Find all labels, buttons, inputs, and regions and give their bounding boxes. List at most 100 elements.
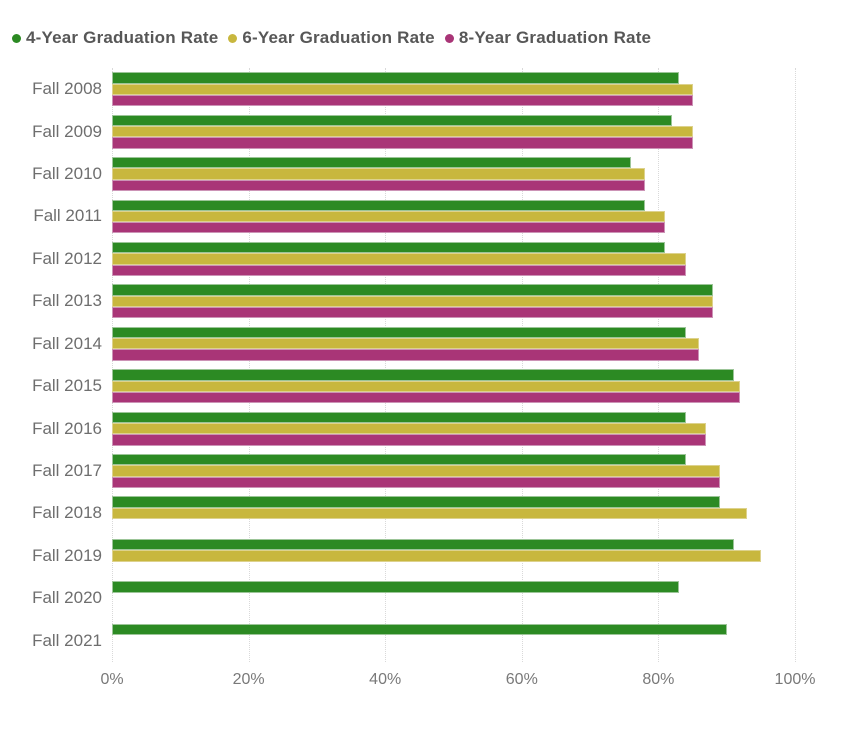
- category-label: Fall 2008: [32, 79, 102, 99]
- bar[interactable]: [112, 210, 666, 223]
- bar-slot: [112, 306, 795, 319]
- legend-item-4-year[interactable]: 4-Year Graduation Rate: [12, 28, 218, 48]
- bar[interactable]: [112, 125, 693, 138]
- bar[interactable]: [112, 434, 707, 446]
- legend-item-8-year[interactable]: 8-Year Graduation Rate: [444, 28, 651, 48]
- bar[interactable]: [112, 338, 700, 350]
- bar-slot: [112, 284, 795, 296]
- category-label: Fall 2021: [32, 630, 102, 650]
- category-label: Fall 2013: [32, 291, 102, 311]
- chart-row: Fall 2021: [0, 619, 852, 661]
- bar[interactable]: [112, 349, 700, 361]
- bar-slot: [112, 179, 795, 191]
- bar[interactable]: [112, 264, 686, 276]
- bar-slot: [112, 454, 795, 466]
- bar-group: [112, 407, 795, 449]
- gridlines: [112, 68, 796, 662]
- bar[interactable]: [112, 241, 666, 254]
- category-label: Fall 2019: [32, 545, 102, 565]
- chart-rows: Fall 2008 Fall 2009 Fall 2010 Fall 2011 Fall…: [0, 68, 852, 662]
- bar[interactable]: [112, 496, 720, 508]
- gridline: [521, 68, 523, 662]
- bar-slot: [112, 349, 795, 361]
- bar-slot: [112, 241, 795, 254]
- chart-row: Fall 2008: [0, 68, 852, 110]
- bar[interactable]: [112, 168, 645, 180]
- bar[interactable]: [112, 369, 734, 381]
- category-label: Fall 2009: [32, 121, 102, 141]
- bar-group: [112, 535, 795, 577]
- chart-row: Fall 2015: [0, 365, 852, 407]
- bar[interactable]: [112, 411, 686, 423]
- bar-slot: [112, 411, 795, 423]
- bar[interactable]: [112, 199, 645, 211]
- bar[interactable]: [112, 391, 741, 404]
- legend-item-6-year[interactable]: 6-Year Graduation Rate: [228, 28, 435, 48]
- bar-slot: [112, 476, 795, 488]
- chart-row: Fall 2017: [0, 450, 852, 492]
- bar[interactable]: [112, 306, 714, 319]
- bar-slot: [112, 391, 795, 404]
- bar[interactable]: [112, 179, 645, 191]
- chart-row: Fall 2019: [0, 535, 852, 577]
- bar[interactable]: [112, 538, 734, 551]
- bar[interactable]: [112, 422, 707, 435]
- bar-slot: [112, 326, 795, 339]
- bar-slot: [112, 253, 795, 265]
- bar-group: [112, 280, 795, 322]
- bar-group: [112, 238, 795, 280]
- bar-slot: [112, 519, 795, 530]
- bar[interactable]: [112, 623, 727, 636]
- gridline: [795, 68, 796, 662]
- bar-slot: [112, 646, 795, 657]
- bar-group: [112, 450, 795, 492]
- bar-slot: [112, 380, 795, 392]
- bar-slot: [112, 604, 795, 615]
- category-label: Fall 2014: [32, 333, 102, 353]
- bar[interactable]: [112, 465, 720, 477]
- bar[interactable]: [112, 114, 673, 126]
- chart-row: Fall 2010: [0, 153, 852, 195]
- bar-slot: [112, 222, 795, 234]
- bar-slot: [112, 562, 795, 573]
- bar[interactable]: [112, 253, 686, 265]
- bar[interactable]: [112, 507, 748, 520]
- bar-group: [112, 68, 795, 110]
- bar-slot: [112, 369, 795, 381]
- legend-dot-icon: [444, 33, 454, 43]
- legend-item-label: 6-Year Graduation Rate: [242, 28, 435, 47]
- bar[interactable]: [112, 326, 686, 339]
- bar[interactable]: [112, 72, 679, 84]
- bar-slot: [112, 434, 795, 446]
- bar[interactable]: [112, 581, 679, 593]
- bar-slot: [112, 635, 795, 646]
- bar[interactable]: [112, 137, 693, 149]
- bar[interactable]: [112, 550, 761, 562]
- bar-group: [112, 577, 795, 619]
- bar-slot: [112, 593, 795, 604]
- bar-slot: [112, 83, 795, 95]
- bar[interactable]: [112, 476, 720, 488]
- x-axis-tick-label: 20%: [232, 671, 265, 688]
- bar-group: [112, 110, 795, 152]
- bar[interactable]: [112, 380, 741, 392]
- bar-slot: [112, 72, 795, 84]
- bar[interactable]: [112, 454, 686, 466]
- legend-dot-icon: [228, 33, 238, 43]
- bar[interactable]: [112, 157, 632, 169]
- bar-slot: [112, 465, 795, 477]
- chart-row: Fall 2016: [0, 407, 852, 449]
- bar-slot: [112, 94, 795, 107]
- x-axis-tick-label: 40%: [369, 671, 402, 688]
- category-label: Fall 2010: [32, 164, 102, 184]
- x-axis-tick-label: 0%: [100, 671, 124, 688]
- category-label: Fall 2016: [32, 418, 102, 438]
- legend-item-label: 4-Year Graduation Rate: [26, 28, 219, 47]
- bar[interactable]: [112, 94, 693, 107]
- bar-group: [112, 365, 795, 407]
- bar[interactable]: [112, 295, 714, 307]
- bar[interactable]: [112, 222, 666, 234]
- bar-group: [112, 195, 795, 237]
- bar[interactable]: [112, 83, 693, 95]
- bar[interactable]: [112, 284, 714, 296]
